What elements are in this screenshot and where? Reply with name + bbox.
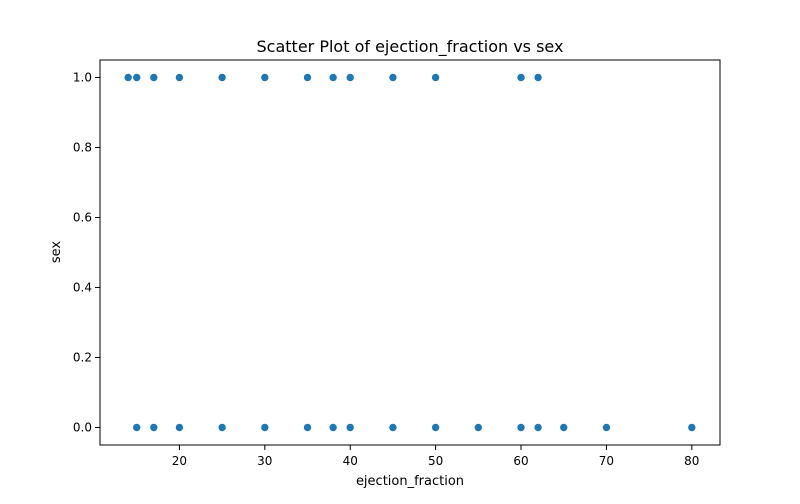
data-point: [217, 73, 227, 82]
data-point: [217, 423, 227, 432]
y-tick-label: 0.2: [73, 351, 92, 365]
y-tick-label: 1.0: [73, 71, 92, 85]
data-point: [303, 423, 312, 432]
x-tick-label: 70: [599, 454, 614, 468]
data-point: [149, 423, 159, 432]
data-point: [345, 73, 355, 82]
data-point: [303, 73, 312, 82]
data-point: [132, 73, 142, 82]
data-point: [474, 423, 483, 432]
data-point: [123, 73, 133, 82]
y-tick-label: 0.6: [73, 211, 92, 225]
data-point: [328, 73, 338, 82]
data-point: [149, 73, 159, 82]
data-point: [602, 423, 611, 432]
data-point: [516, 73, 526, 82]
y-axis-ticks: 0.0 0.2 0.4 0.6 0.8 1.0: [73, 71, 100, 435]
x-tick-label: 80: [684, 454, 699, 468]
plot-area-frame: [99, 59, 721, 446]
x-tick-label: 20: [172, 454, 187, 468]
data-point: [533, 423, 543, 432]
y-tick-label: 0.4: [73, 281, 92, 295]
data-points: [123, 73, 697, 432]
data-point: [260, 73, 270, 82]
y-axis-label: sex: [49, 241, 64, 264]
data-point: [431, 423, 440, 432]
data-point: [175, 73, 184, 82]
data-point: [431, 73, 440, 82]
x-tick-label: 30: [257, 454, 272, 468]
data-point: [388, 423, 398, 432]
data-point: [388, 73, 398, 82]
x-axis-ticks: 20 30 40 50 60 70 80: [172, 445, 699, 468]
y-tick-label: 0.8: [73, 141, 92, 155]
data-point: [687, 423, 697, 432]
y-tick-label: 0.0: [73, 421, 92, 435]
x-tick-label: 40: [343, 454, 358, 468]
chart-title: Scatter Plot of ejection_fraction vs sex: [257, 37, 564, 57]
data-point: [516, 423, 526, 432]
data-point: [132, 423, 142, 432]
data-point: [559, 423, 569, 432]
data-point: [533, 73, 543, 82]
x-axis-label: ejection_fraction: [356, 474, 464, 489]
x-tick-label: 50: [428, 454, 443, 468]
x-tick-label: 60: [513, 454, 528, 468]
data-point: [345, 423, 355, 432]
data-point: [260, 423, 270, 432]
data-point: [328, 423, 338, 432]
data-point: [175, 423, 184, 432]
